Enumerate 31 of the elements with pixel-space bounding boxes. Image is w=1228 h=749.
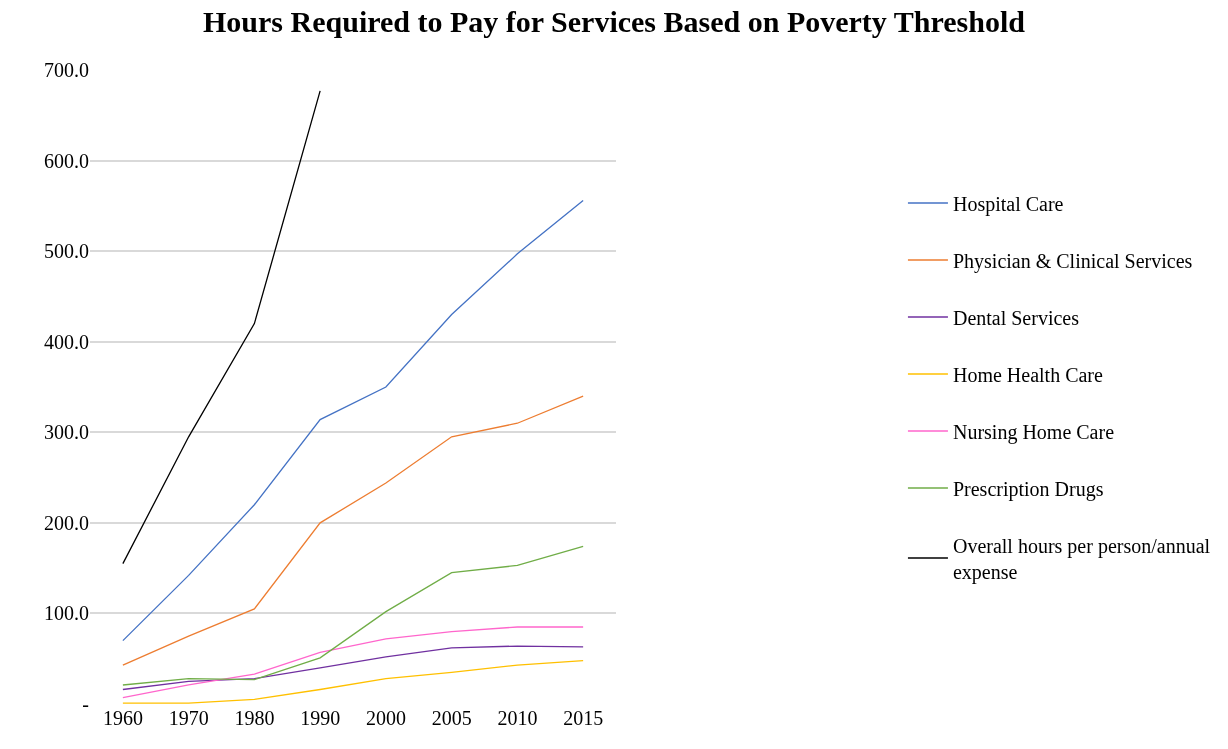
legend-label: Dental Services [952, 306, 1080, 329]
x-tick-label: 2000 [365, 707, 406, 729]
line-series [122, 395, 584, 666]
chart-title: Hours Required to Pay for Services Based on Poverty Threshold [203, 5, 1026, 39]
y-tick-label: 400.0 [44, 330, 89, 353]
line-series [122, 626, 584, 699]
x-tick-label: 1980 [234, 707, 275, 729]
x-tick-label: 1970 [168, 707, 209, 729]
y-tick-label: 700.0 [44, 59, 89, 81]
legend-label: Nursing Home Care [952, 420, 1115, 444]
y-tick-label: 200.0 [44, 511, 89, 534]
y-tick-label: 300.0 [44, 421, 89, 444]
x-tick-label: 2015 [563, 707, 604, 729]
x-tick-label: 1990 [300, 707, 341, 729]
legend-label: Home Health Care [952, 363, 1103, 386]
y-tick-label: - [82, 693, 89, 715]
line-series [122, 90, 321, 565]
line-series [122, 659, 584, 704]
legend-label: Overall hours per person/annual expense [952, 534, 1211, 584]
legend-label: Physician & Clinical Services [952, 249, 1193, 273]
x-tick-label: 1960 [102, 707, 143, 729]
line-series [122, 199, 584, 642]
line-series [122, 545, 584, 686]
x-tick-label: 2010 [497, 707, 538, 729]
line-series [122, 645, 584, 691]
y-tick-label: 500.0 [44, 240, 89, 263]
legend-label: Hospital Care [952, 192, 1064, 216]
y-tick-label: 100.0 [44, 602, 89, 625]
x-tick-label: 2005 [431, 707, 472, 729]
y-tick-label: 600.0 [44, 149, 89, 172]
legend-label: Prescription Drugs [952, 477, 1104, 501]
